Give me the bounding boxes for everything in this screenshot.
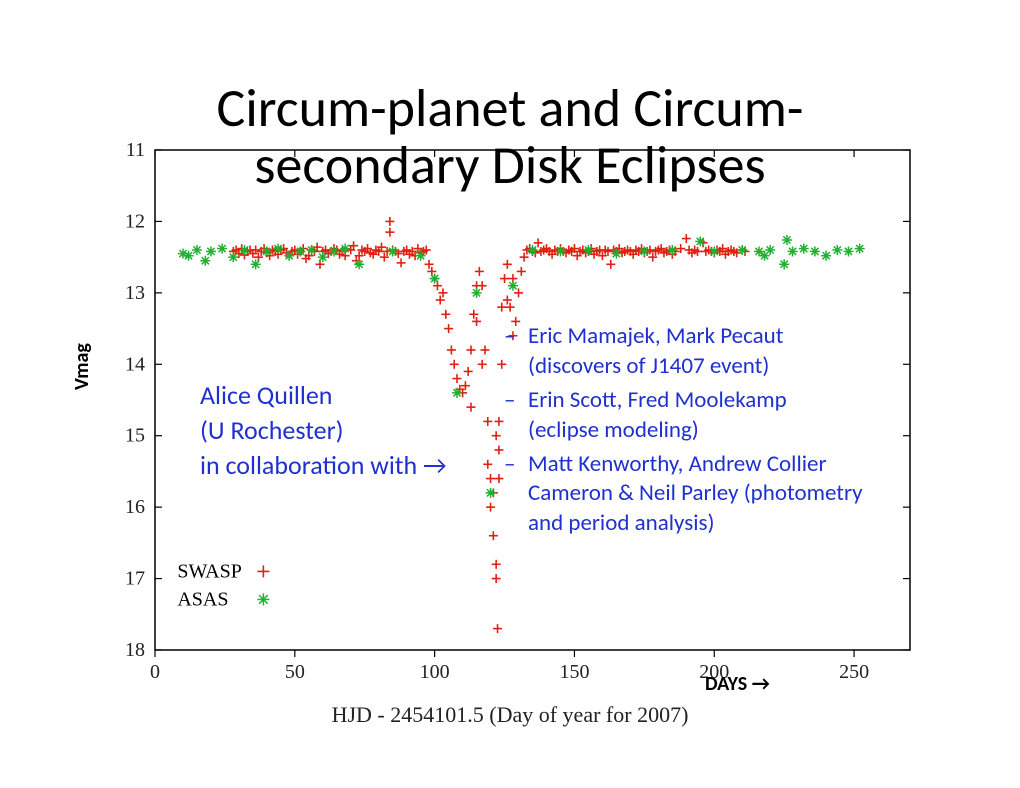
svg-text:ASAS: ASAS: [177, 588, 228, 610]
y-axis-label: Vmag: [70, 343, 94, 390]
collab-item: Erin Scott, Fred Moolekamp (eclipse mode…: [500, 386, 870, 446]
svg-text:13: 13: [125, 282, 145, 304]
svg-text:SWASP: SWASP: [177, 560, 241, 582]
collab-line: Matt Kenworthy, Andrew Collier Cameron &…: [528, 450, 863, 538]
collab-line: (discovers of J1407 event): [528, 352, 769, 380]
collab-intro: in collaboration with →: [200, 448, 480, 483]
svg-text:15: 15: [125, 425, 145, 447]
svg-text:18: 18: [125, 639, 145, 661]
collab-item: Matt Kenworthy, Andrew Collier Cameron &…: [500, 450, 870, 540]
svg-text:50: 50: [285, 661, 305, 683]
days-arrow-label: DAYS →: [705, 672, 770, 696]
svg-text:14: 14: [125, 353, 145, 375]
svg-text:0: 0: [150, 661, 160, 683]
svg-text:17: 17: [125, 568, 145, 590]
author-name: Alice Quillen: [200, 378, 480, 413]
author-block: Alice Quillen (U Rochester) in collabora…: [200, 378, 480, 483]
svg-text:16: 16: [125, 496, 145, 518]
collab-line: Eric Mamajek, Mark Pecaut: [528, 322, 783, 350]
slide-title: Circum-planet and Circum- secondary Disk…: [0, 80, 1020, 193]
collab-line: Erin Scott, Fred Moolekamp: [528, 386, 787, 414]
collab-line: (eclipse modeling): [528, 416, 699, 444]
svg-text:12: 12: [125, 210, 145, 232]
collaborator-list: Eric Mamajek, Mark Pecaut (discovers of …: [500, 322, 870, 543]
svg-text:100: 100: [420, 661, 450, 683]
title-line-2: secondary Disk Eclipses: [254, 132, 765, 198]
svg-text:150: 150: [559, 661, 589, 683]
collab-item: Eric Mamajek, Mark Pecaut (discovers of …: [500, 322, 870, 382]
slide: Circum-planet and Circum- secondary Disk…: [0, 0, 1020, 788]
svg-text:250: 250: [839, 661, 869, 683]
author-affiliation: (U Rochester): [200, 413, 480, 448]
